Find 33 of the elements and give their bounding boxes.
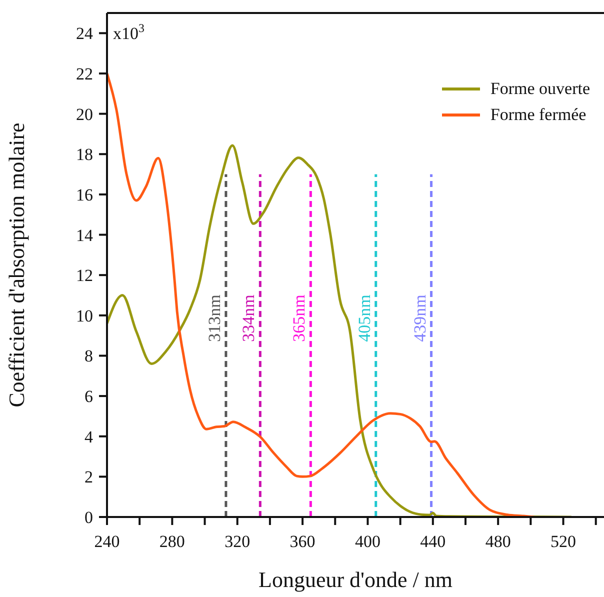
legend-label: Forme fermée	[490, 104, 586, 126]
x-tick-label: 320	[224, 532, 250, 551]
y-tick-label: 16	[76, 185, 93, 204]
ref-line-label: 334nm	[239, 294, 258, 342]
x-tick-label: 400	[354, 532, 380, 551]
x-tick-label: 360	[290, 532, 316, 551]
y-tick-label: 6	[84, 387, 93, 406]
legend-label: Forme ouverte	[490, 78, 590, 100]
x-axis-title: Longueur d'onde / nm	[258, 567, 452, 592]
y-tick-label: 8	[84, 346, 93, 366]
y-tick-label: 2	[84, 468, 93, 487]
x-tick-label: 480	[485, 532, 511, 551]
line-series	[107, 144, 573, 517]
y-tick-label: 10	[76, 306, 93, 326]
y-tick-label: 22	[76, 64, 93, 84]
x-tick-label: 440	[420, 532, 446, 551]
y-tick-label: 12	[76, 266, 93, 286]
ref-line-label: 313nm	[204, 294, 224, 342]
ref-line-label: 439nm	[410, 294, 430, 342]
ref-line-label: 365nm	[290, 294, 309, 342]
y-tick-label: 18	[76, 145, 93, 164]
y-tick-label: 0	[84, 508, 93, 527]
y-tick-label: 4	[84, 427, 94, 446]
x-tick-label: 280	[159, 532, 185, 551]
x-tick-label: 240	[94, 532, 120, 551]
ref-line-label: 405nm	[354, 294, 374, 342]
y-tick-label: 24	[76, 24, 94, 44]
annotation: x10$^{3}$	[113, 21, 144, 44]
x-tick-label: 520	[550, 532, 576, 551]
line-series	[107, 72, 536, 517]
y-tick-label: 14	[76, 226, 94, 245]
y-axis-title: Coefficient d'absorption molaire	[4, 122, 29, 408]
y-tick-label: 20	[76, 104, 93, 124]
